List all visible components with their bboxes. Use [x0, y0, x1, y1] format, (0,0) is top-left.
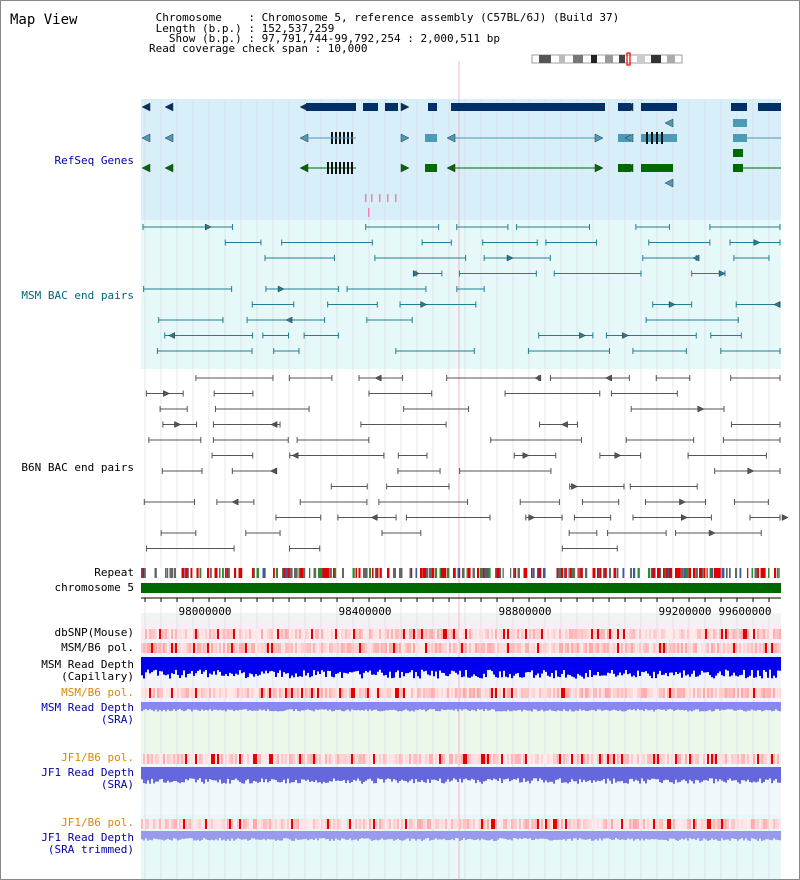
msm-b6-pol-label: MSM/B6 pol. — [61, 641, 134, 654]
refseq-genes-label: RefSeq Genes — [54, 154, 134, 167]
msm-read-depth-sra-sublabel: (SRA) — [100, 713, 134, 726]
jf1-read-depth-sra-sublabel: (SRA) — [100, 778, 134, 791]
chromosome-label: chromosome 5 — [54, 581, 134, 594]
repeat-label: Repeat — [94, 566, 134, 579]
length-info: Length (b.p.) : 152,537,259 — [149, 22, 335, 35]
msm-b6-pol-sra-label: MSM/B6 pol. — [61, 686, 134, 699]
repeat-track[interactable] — [141, 568, 781, 578]
jf1-read-depth-trim-sublabel: (SRA trimmed) — [47, 843, 134, 856]
page-title: Map View — [10, 12, 78, 28]
b6n-bac-track[interactable] — [143, 374, 789, 552]
jf1-read-depth-trim-label: JF1 Read Depth — [41, 831, 134, 844]
msm-read-depth-capillary-label: MSM Read Depth — [41, 658, 134, 671]
b6n-bac-label: B6N BAC end pairs — [21, 461, 134, 474]
chromosome-info: Chromosome : Chromosome 5, reference ass… — [149, 11, 620, 24]
refseq-track-bg — [141, 99, 781, 220]
show-range-info: Show (b.p.) : 97,791,744-99,792,254 : 2,… — [149, 32, 500, 45]
dbsnp-label: dbSNP(Mouse) — [54, 626, 134, 639]
gridlines — [144, 99, 770, 879]
msm-read-depth-capillary-sublabel: (Capillary) — [61, 670, 134, 683]
msm-bac-label: MSM BAC end pairs — [21, 289, 134, 302]
tick-label-99600000: 99600000 — [719, 605, 772, 618]
jf1-b6-pol-trim-label: JF1/B6 pol. — [61, 816, 134, 829]
coverage-span-info: Read coverage check span : 10,000 — [149, 42, 368, 55]
chromosome-ideogram[interactable] — [531, 52, 683, 66]
read-depth-tracks[interactable] — [141, 657, 781, 841]
jf1-b6-pol-label: JF1/B6 pol. — [61, 751, 134, 764]
position-axis — [141, 597, 781, 602]
axis-tick-labels: 98000000 98400000 98800000 99200000 9960… — [179, 605, 772, 618]
tick-label-98400000: 98400000 — [339, 605, 392, 618]
msm-bac-track[interactable] — [142, 223, 781, 354]
refseq-genes-track[interactable] — [141, 102, 781, 217]
tick-label-99200000: 99200000 — [659, 605, 712, 618]
chromosome-bar[interactable] — [141, 583, 781, 593]
msm-read-depth-sra-label: MSM Read Depth — [41, 701, 134, 714]
variation-heat-tracks[interactable] — [141, 629, 781, 829]
tick-label-98800000: 98800000 — [499, 605, 552, 618]
msm-bac-track-bg — [141, 220, 781, 369]
jf1-read-depth-sra-label: JF1 Read Depth — [41, 766, 134, 779]
tick-label-98000000: 98000000 — [179, 605, 232, 618]
